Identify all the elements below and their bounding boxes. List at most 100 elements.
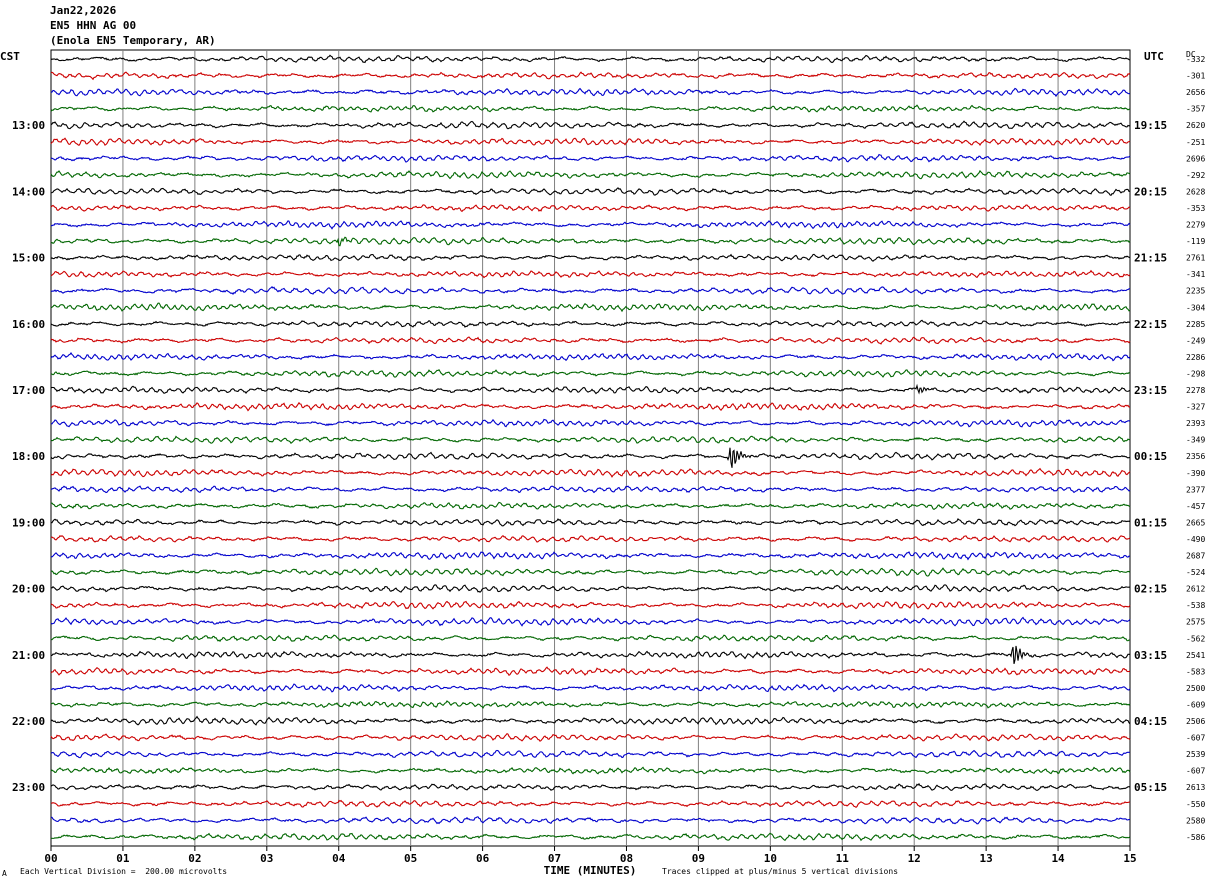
trace-31: [50, 567, 1131, 577]
dc-offset-17: -249: [1186, 336, 1205, 345]
dc-offset-5: -251: [1186, 138, 1205, 147]
dc-offset-31: -524: [1186, 568, 1205, 577]
dc-offset-11: -119: [1186, 237, 1205, 246]
dc-offset-20: 2278: [1186, 386, 1205, 395]
dc-offset-45: -550: [1186, 800, 1205, 809]
x-tick-label-04: 04: [332, 852, 346, 865]
trace-47: [50, 832, 1131, 842]
dc-offset-42: 2539: [1186, 750, 1205, 759]
dc-offset-2: 2656: [1186, 88, 1205, 97]
right-hour-label-03:15: 03:15: [1134, 649, 1167, 662]
trace-9: [50, 204, 1131, 213]
right-hour-label-02:15: 02:15: [1134, 583, 1167, 596]
trace-33: [50, 600, 1131, 610]
x-tick-label-11: 11: [836, 852, 850, 865]
trace-22: [50, 418, 1131, 428]
trace-45: [50, 799, 1131, 809]
dc-offset-1: -301: [1186, 72, 1205, 81]
left-hour-label-18:00: 18:00: [12, 450, 45, 463]
trace-27: [50, 501, 1131, 510]
dc-offset-13: -341: [1186, 270, 1205, 279]
right-hour-label-21:15: 21:15: [1134, 252, 1167, 265]
dc-offset-0: -332: [1186, 55, 1205, 64]
trace-25: [50, 467, 1131, 478]
trace-18: [50, 352, 1131, 362]
trace-40: [50, 715, 1131, 726]
trace-13: [50, 269, 1131, 279]
right-hour-label-05:15: 05:15: [1134, 781, 1167, 794]
trace-5: [50, 137, 1131, 147]
trace-44: [50, 782, 1131, 791]
corner-mark: A: [2, 869, 7, 878]
dc-offset-24: 2356: [1186, 452, 1205, 461]
trace-37: [50, 666, 1131, 676]
trace-19: [50, 368, 1131, 378]
left-hour-label-19:00: 19:00: [12, 516, 45, 529]
dc-offset-21: -327: [1186, 403, 1205, 412]
left-hour-label-15:00: 15:00: [12, 252, 45, 265]
trace-36: [50, 645, 1131, 664]
right-hour-label-19:15: 19:15: [1134, 119, 1167, 132]
dc-offset-12: 2761: [1186, 254, 1205, 263]
dc-offset-23: -349: [1186, 436, 1205, 445]
x-tick-label-09: 09: [692, 852, 705, 865]
dc-offset-26: 2377: [1186, 485, 1205, 494]
dc-offset-19: -298: [1186, 369, 1205, 378]
dc-offset-35: -562: [1186, 634, 1205, 643]
x-tick-label-08: 08: [620, 852, 633, 865]
grid: [50, 49, 1131, 851]
header-date: Jan22,2026: [50, 4, 117, 17]
trace-35: [50, 634, 1131, 643]
dc-offset-10: 2279: [1186, 221, 1205, 230]
scale-note: Each Vertical Division = 200.00 microvol…: [20, 867, 228, 876]
dc-offset-3: -357: [1186, 105, 1205, 114]
dc-offset-44: 2613: [1186, 783, 1205, 792]
trace-42: [50, 749, 1131, 759]
header-station: (Enola EN5 Temporary, AR): [50, 34, 216, 47]
x-tick-label-02: 02: [188, 852, 201, 865]
dc-offset-28: 2665: [1186, 518, 1205, 527]
trace-17: [50, 336, 1131, 345]
dc-offset-30: 2687: [1186, 552, 1205, 561]
trace-12: [50, 253, 1131, 262]
trace-26: [50, 485, 1131, 494]
x-tick-label-10: 10: [764, 852, 777, 865]
dc-offset-7: -292: [1186, 171, 1205, 180]
trace-38: [50, 683, 1131, 693]
x-tick-label-00: 00: [44, 852, 57, 865]
dc-offset-34: 2575: [1186, 618, 1205, 627]
trace-10: [50, 220, 1131, 230]
dc-offset-43: -607: [1186, 767, 1205, 776]
labels: 00 01 02 03 04 05 06 07 08 09 10 11 12 13 14 15 -332 -301…: [12, 55, 1205, 865]
trace-6: [50, 153, 1131, 163]
trace-4: [50, 120, 1131, 130]
dc-offset-9: -353: [1186, 204, 1205, 213]
x-axis-label: TIME (MINUTES): [544, 864, 637, 877]
right-hour-label-20:15: 20:15: [1134, 185, 1167, 198]
left-hour-label-14:00: 14:00: [12, 185, 45, 198]
trace-0: [50, 54, 1131, 64]
trace-32: [50, 584, 1131, 593]
traces: [50, 54, 1131, 842]
x-tick-label-03: 03: [260, 852, 273, 865]
trace-21: [50, 401, 1131, 412]
dc-offset-33: -538: [1186, 601, 1205, 610]
right-hour-label-00:15: 00:15: [1134, 450, 1167, 463]
trace-24: [50, 447, 1131, 468]
trace-15: [50, 302, 1131, 313]
dc-offset-22: 2393: [1186, 419, 1205, 428]
dc-offset-15: -304: [1186, 303, 1205, 312]
trace-29: [50, 534, 1131, 543]
right-hour-label-22:15: 22:15: [1134, 318, 1167, 331]
trace-23: [50, 435, 1131, 445]
dc-offset-4: 2620: [1186, 121, 1205, 130]
right-timezone-label: UTC: [1144, 50, 1164, 63]
x-tick-label-01: 01: [116, 852, 130, 865]
trace-16: [50, 319, 1131, 328]
plot-frame: [50, 49, 1131, 847]
dc-label: DC: [1186, 50, 1196, 59]
dc-offset-25: -390: [1186, 469, 1205, 478]
dc-offset-47: -586: [1186, 833, 1205, 842]
dc-offset-6: 2696: [1186, 154, 1205, 163]
